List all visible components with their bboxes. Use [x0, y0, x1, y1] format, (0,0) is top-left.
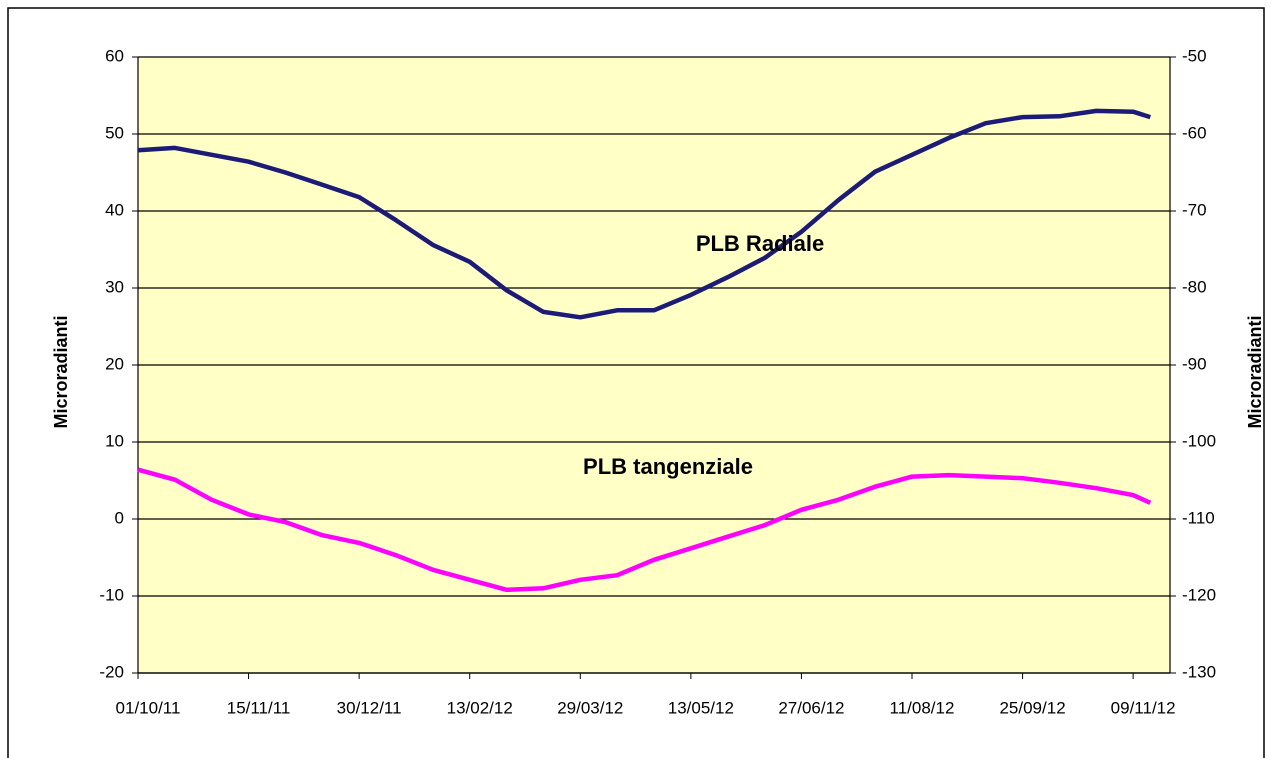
y2-tick-label: -120: [1182, 585, 1216, 604]
series-label: PLB tangenziale: [583, 454, 753, 479]
y-tick-label: -20: [99, 662, 124, 681]
x-tick-label: 30/12/11: [337, 698, 402, 717]
y-tick-label: 60: [105, 46, 124, 65]
x-tick-label: 01/10/11: [116, 698, 181, 717]
series-label: PLB Radiale: [696, 231, 824, 256]
series-line: [137, 467, 1152, 593]
x-tick-label: 13/05/12: [668, 698, 734, 717]
y2-tick-label: -50: [1182, 46, 1207, 65]
y2-axis-title: Microradianti: [1245, 315, 1265, 428]
y-tick-label: 10: [105, 431, 124, 450]
x-tick-label: 13/02/12: [447, 698, 513, 717]
y2-tick-label: -60: [1182, 123, 1207, 142]
x-tick-label: 25/09/12: [999, 698, 1065, 717]
y2-tick-label: -130: [1182, 662, 1216, 681]
series-line: [137, 108, 1151, 320]
y-tick-label: 50: [105, 123, 124, 142]
y2-tick-label: -70: [1182, 200, 1207, 219]
x-tick-label: 15/11/11: [227, 698, 291, 717]
y-tick-label: 20: [105, 354, 124, 373]
x-tick-label: 09/11/12: [1111, 698, 1176, 717]
y-tick-label: 40: [105, 200, 124, 219]
x-tick-label: 11/08/12: [890, 698, 955, 717]
x-tick-label: 29/03/12: [557, 698, 623, 717]
y2-tick-label: -90: [1182, 354, 1207, 373]
y-tick-label: -10: [99, 585, 124, 604]
x-tick-label: 27/06/12: [778, 698, 844, 717]
y2-tick-label: -80: [1182, 277, 1207, 296]
y-tick-label: 30: [105, 277, 124, 296]
y2-tick-label: -100: [1182, 431, 1216, 450]
y-tick-label: 0: [115, 508, 124, 527]
y-axis-title: Microradianti: [51, 315, 71, 428]
y2-tick-label: -110: [1182, 508, 1215, 527]
